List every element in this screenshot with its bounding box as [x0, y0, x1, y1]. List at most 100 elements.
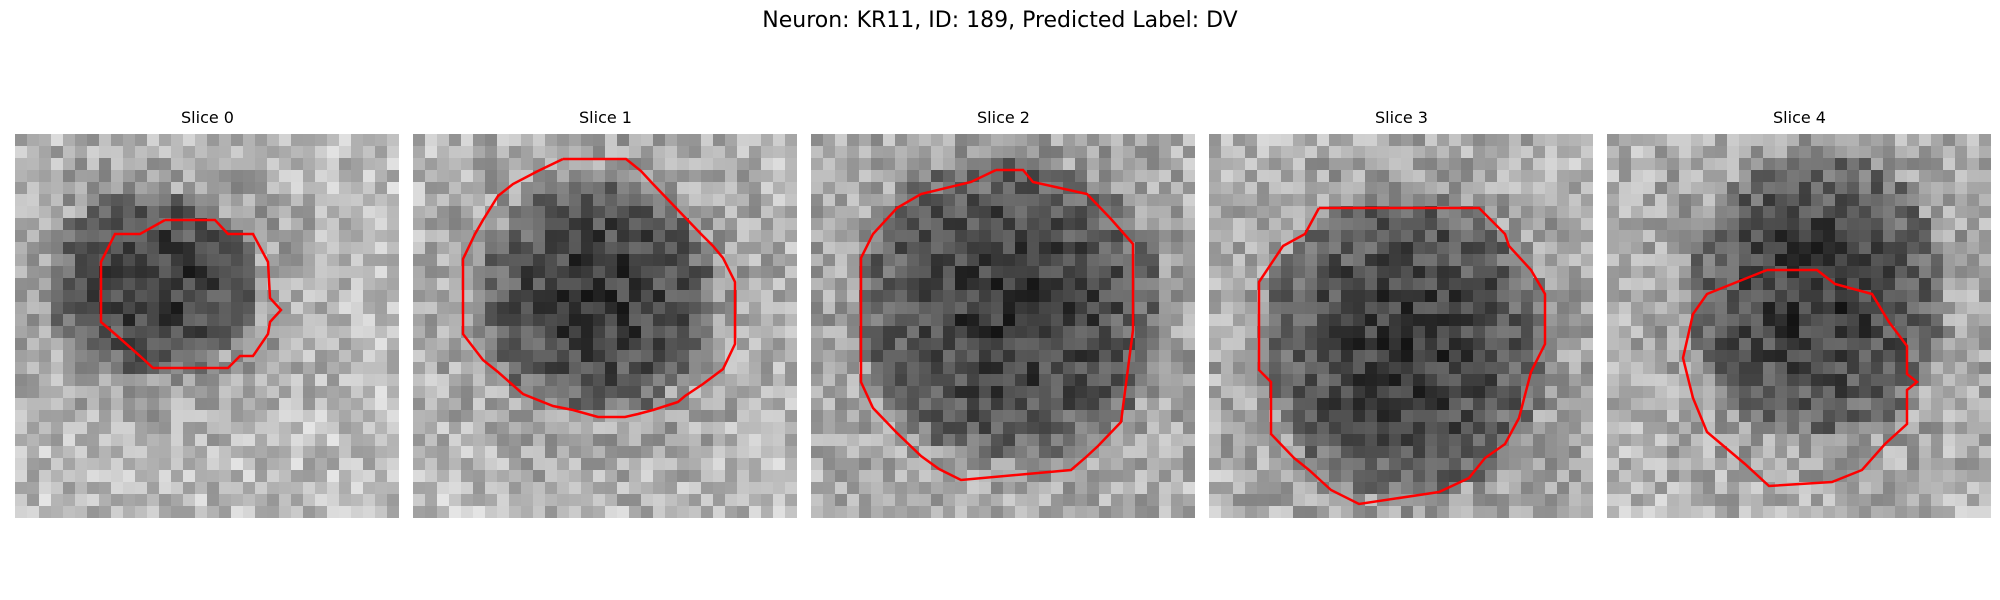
image-pixel: [725, 230, 737, 242]
image-pixel: [907, 170, 919, 182]
image-pixel: [39, 362, 51, 374]
image-pixel: [847, 206, 859, 218]
image-pixel: [593, 266, 605, 278]
image-pixel: [1075, 218, 1087, 230]
image-pixel: [1859, 446, 1871, 458]
slice-title-1: Slice 1: [579, 108, 632, 127]
image-pixel: [545, 338, 557, 350]
image-pixel: [1317, 242, 1329, 254]
image-pixel: [1221, 278, 1233, 290]
image-pixel: [1545, 158, 1557, 170]
image-pixel: [449, 158, 461, 170]
image-pixel: [1233, 242, 1245, 254]
image-pixel: [413, 182, 425, 194]
image-pixel: [1003, 506, 1015, 518]
image-pixel: [51, 134, 63, 146]
image-pixel: [1581, 338, 1593, 350]
image-pixel: [1763, 410, 1775, 422]
image-pixel: [943, 350, 955, 362]
image-pixel: [1895, 134, 1907, 146]
image-pixel: [1727, 254, 1739, 266]
image-pixel: [1787, 266, 1799, 278]
image-pixel: [99, 182, 111, 194]
image-pixel: [375, 446, 387, 458]
image-pixel: [1015, 302, 1027, 314]
image-pixel: [557, 170, 569, 182]
image-pixel: [315, 158, 327, 170]
image-pixel: [1281, 374, 1293, 386]
image-pixel: [111, 134, 123, 146]
image-pixel: [979, 362, 991, 374]
image-pixel: [1221, 410, 1233, 422]
image-pixel: [1643, 374, 1655, 386]
image-pixel: [1209, 182, 1221, 194]
image-pixel: [87, 470, 99, 482]
image-pixel: [847, 158, 859, 170]
image-pixel: [1135, 362, 1147, 374]
image-pixel: [231, 338, 243, 350]
image-pixel: [99, 218, 111, 230]
image-pixel: [1691, 326, 1703, 338]
image-pixel: [1329, 398, 1341, 410]
image-pixel: [219, 386, 231, 398]
image-pixel: [557, 338, 569, 350]
image-pixel: [1305, 314, 1317, 326]
image-pixel: [1545, 482, 1557, 494]
image-pixel: [291, 290, 303, 302]
image-pixel: [1619, 266, 1631, 278]
image-pixel: [51, 218, 63, 230]
image-pixel: [1245, 278, 1257, 290]
image-pixel: [1147, 218, 1159, 230]
image-pixel: [1679, 302, 1691, 314]
image-pixel: [75, 266, 87, 278]
image-pixel: [907, 146, 919, 158]
image-pixel: [1365, 278, 1377, 290]
image-pixel: [1111, 410, 1123, 422]
image-pixel: [351, 470, 363, 482]
image-pixel: [1703, 170, 1715, 182]
image-pixel: [943, 254, 955, 266]
image-pixel: [1979, 134, 1991, 146]
image-pixel: [785, 482, 797, 494]
image-pixel: [303, 482, 315, 494]
image-pixel: [1135, 410, 1147, 422]
image-pixel: [1569, 254, 1581, 266]
image-pixel: [1823, 290, 1835, 302]
image-pixel: [1111, 350, 1123, 362]
image-pixel: [1171, 458, 1183, 470]
image-pixel: [1533, 494, 1545, 506]
image-pixel: [123, 230, 135, 242]
image-pixel: [955, 374, 967, 386]
image-pixel: [303, 182, 315, 194]
image-pixel: [437, 170, 449, 182]
image-pixel: [895, 326, 907, 338]
image-pixel: [473, 470, 485, 482]
image-pixel: [1027, 194, 1039, 206]
image-pixel: [1751, 158, 1763, 170]
image-pixel: [1569, 230, 1581, 242]
image-pixel: [1931, 206, 1943, 218]
image-pixel: [1967, 398, 1979, 410]
image-pixel: [943, 458, 955, 470]
image-pixel: [1497, 326, 1509, 338]
image-pixel: [1655, 446, 1667, 458]
image-pixel: [1063, 158, 1075, 170]
image-pixel: [303, 194, 315, 206]
image-pixel: [859, 170, 871, 182]
image-pixel: [1135, 506, 1147, 518]
image-pixel: [1607, 302, 1619, 314]
image-pixel: [1533, 302, 1545, 314]
image-pixel: [1557, 338, 1569, 350]
image-pixel: [303, 422, 315, 434]
image-pixel: [641, 482, 653, 494]
image-pixel: [1341, 482, 1353, 494]
image-pixel: [1871, 386, 1883, 398]
image-pixel: [605, 146, 617, 158]
image-pixel: [823, 458, 835, 470]
image-pixel: [811, 230, 823, 242]
image-pixel: [351, 218, 363, 230]
image-pixel: [39, 446, 51, 458]
image-pixel: [847, 494, 859, 506]
image-pixel: [279, 374, 291, 386]
image-pixel: [351, 314, 363, 326]
